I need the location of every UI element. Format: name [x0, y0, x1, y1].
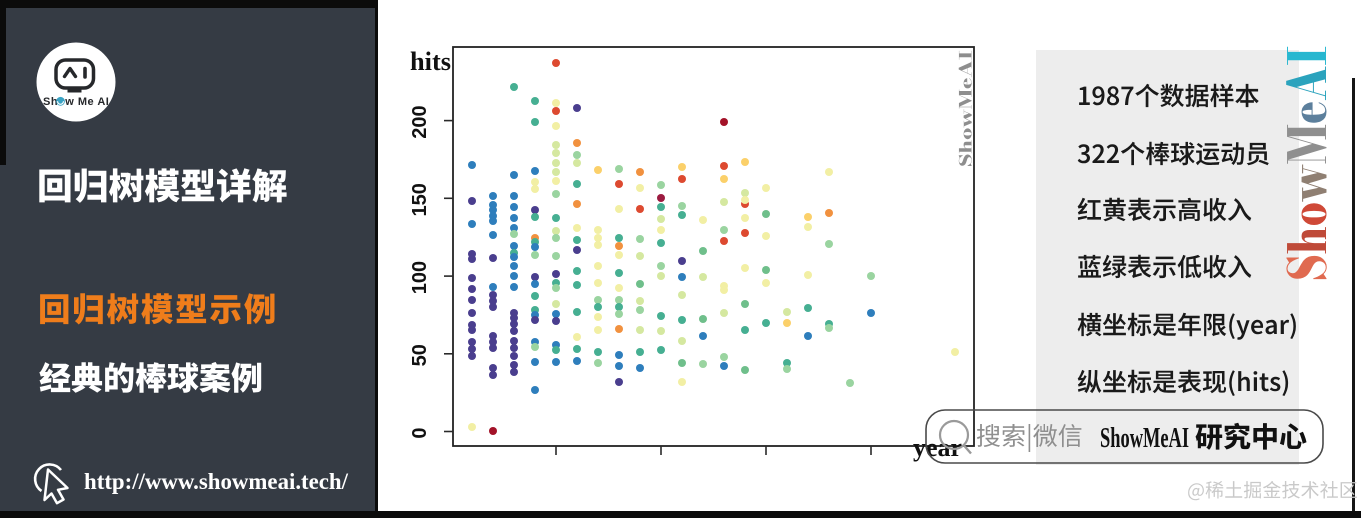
svg-text:50: 50	[409, 344, 431, 366]
svg-text:100: 100	[409, 261, 431, 294]
svg-text:ShowMeAI: ShowMeAI	[1100, 422, 1189, 454]
svg-text:hits: hits	[410, 47, 451, 76]
svg-text:200: 200	[409, 105, 431, 138]
svg-text:150: 150	[409, 183, 431, 216]
svg-text:http://www.showmeai.tech/: http://www.showmeai.tech/	[84, 469, 349, 494]
svg-text:Show Me AI: Show Me AI	[43, 96, 109, 108]
svg-text:year: year	[913, 433, 962, 462]
svg-text:0: 0	[409, 427, 431, 438]
